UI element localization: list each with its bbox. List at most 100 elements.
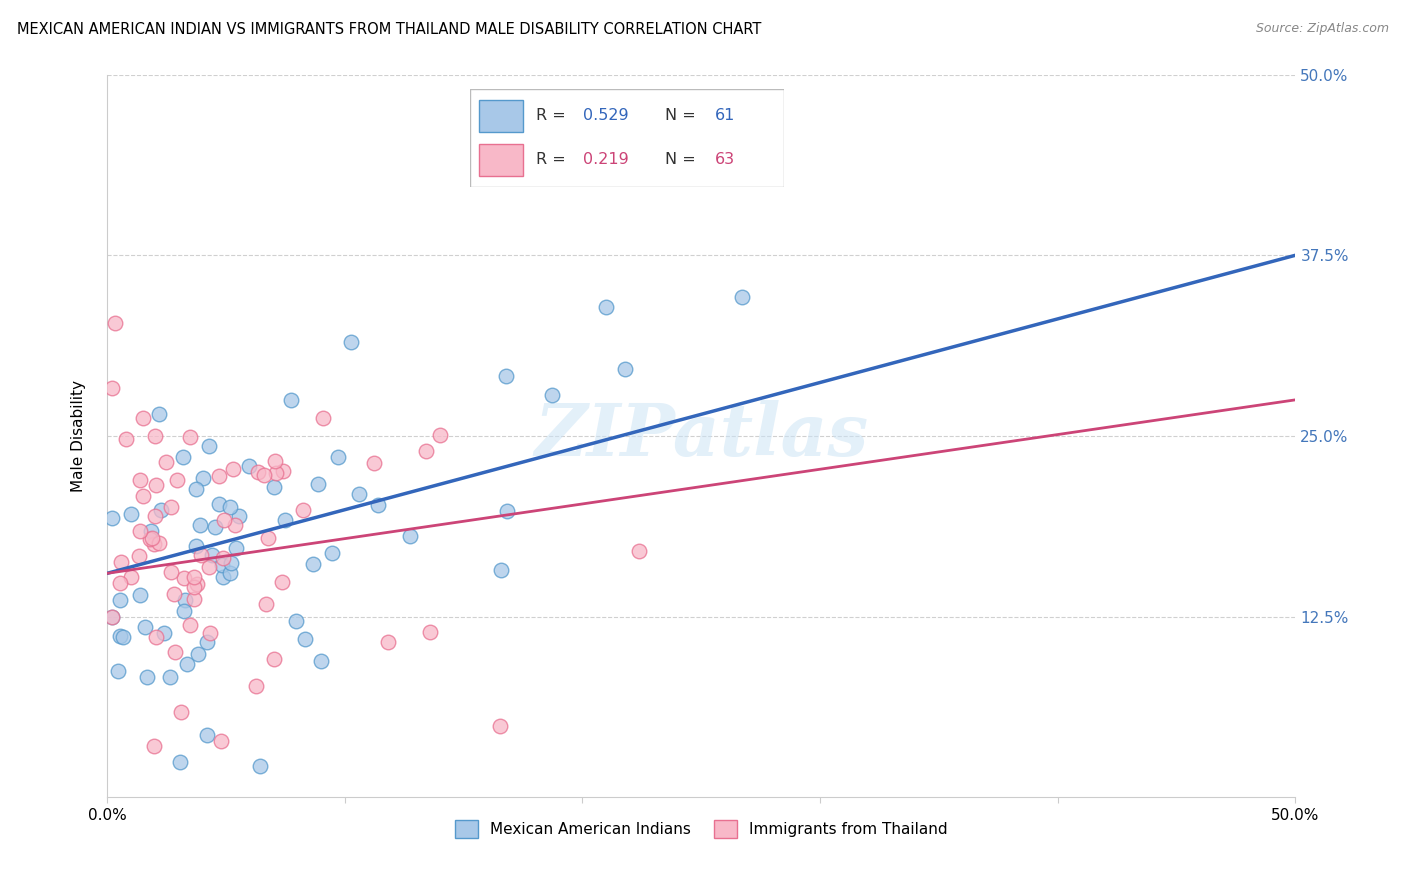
Point	[101, 510, 124, 524]
Point	[107, 664, 129, 678]
Point	[163, 587, 186, 601]
Point	[179, 430, 201, 444]
Point	[489, 719, 512, 733]
Point	[198, 560, 221, 574]
Point	[211, 558, 233, 572]
Point	[263, 480, 285, 494]
Point	[245, 679, 267, 693]
Point	[264, 466, 287, 480]
Point	[211, 570, 233, 584]
Point	[208, 468, 231, 483]
Point	[143, 429, 166, 443]
Point	[280, 392, 302, 407]
Point	[398, 529, 420, 543]
Point	[419, 625, 441, 640]
Point	[160, 500, 183, 514]
Point	[145, 477, 167, 491]
Point	[238, 459, 260, 474]
Point	[169, 755, 191, 769]
Point	[541, 388, 564, 402]
Point	[291, 503, 314, 517]
Point	[195, 728, 218, 742]
Point	[108, 629, 131, 643]
Point	[186, 577, 208, 591]
Point	[271, 574, 294, 589]
Point	[139, 524, 162, 538]
Text: ZIPatlas: ZIPatlas	[534, 401, 869, 472]
Point	[263, 453, 285, 467]
Point	[263, 652, 285, 666]
Point	[308, 476, 330, 491]
Point	[110, 555, 132, 569]
Point	[160, 565, 183, 579]
Point	[294, 632, 316, 646]
Point	[495, 369, 517, 384]
Point	[249, 759, 271, 773]
Point	[112, 630, 135, 644]
Point	[347, 486, 370, 500]
Point	[173, 593, 195, 607]
Point	[204, 520, 226, 534]
Point	[179, 618, 201, 632]
Point	[187, 648, 209, 662]
Point	[143, 508, 166, 523]
Point	[142, 739, 165, 753]
Point	[731, 290, 754, 304]
Point	[101, 381, 124, 395]
Point	[184, 482, 207, 496]
Point	[309, 654, 332, 668]
Point	[496, 504, 519, 518]
Point	[219, 566, 242, 580]
Point	[134, 620, 156, 634]
Point	[254, 597, 277, 611]
Point	[172, 450, 194, 464]
Point	[285, 614, 308, 628]
Point	[257, 531, 280, 545]
Point	[209, 734, 232, 748]
Point	[188, 517, 211, 532]
Point	[312, 410, 335, 425]
Point	[225, 541, 247, 555]
Point	[136, 670, 159, 684]
Point	[159, 670, 181, 684]
Point	[155, 455, 177, 469]
Point	[183, 591, 205, 606]
Point	[429, 428, 451, 442]
Point	[301, 558, 323, 572]
Point	[163, 645, 186, 659]
Point	[212, 551, 235, 566]
Point	[198, 439, 221, 453]
Point	[197, 635, 219, 649]
Point	[201, 549, 224, 563]
Point	[489, 563, 512, 577]
Point	[321, 546, 343, 560]
Point	[128, 549, 150, 563]
Point	[228, 508, 250, 523]
Point	[176, 657, 198, 672]
Point	[219, 500, 242, 515]
Text: MEXICAN AMERICAN INDIAN VS IMMIGRANTS FROM THAILAND MALE DISABILITY CORRELATION : MEXICAN AMERICAN INDIAN VS IMMIGRANTS FR…	[17, 22, 761, 37]
Point	[139, 532, 162, 546]
Point	[247, 465, 270, 479]
Point	[173, 571, 195, 585]
Point	[183, 580, 205, 594]
Point	[595, 300, 617, 314]
Y-axis label: Male Disability: Male Disability	[72, 380, 86, 492]
Point	[148, 408, 170, 422]
Point	[271, 464, 294, 478]
Point	[208, 497, 231, 511]
Point	[183, 570, 205, 584]
Point	[363, 457, 385, 471]
Point	[222, 462, 245, 476]
Point	[120, 570, 142, 584]
Point	[224, 517, 246, 532]
Point	[339, 334, 361, 349]
Point	[152, 625, 174, 640]
Point	[129, 473, 152, 487]
Point	[219, 556, 242, 570]
Point	[191, 470, 214, 484]
Point	[129, 588, 152, 602]
Point	[132, 489, 155, 503]
Point	[110, 592, 132, 607]
Point	[128, 524, 150, 538]
